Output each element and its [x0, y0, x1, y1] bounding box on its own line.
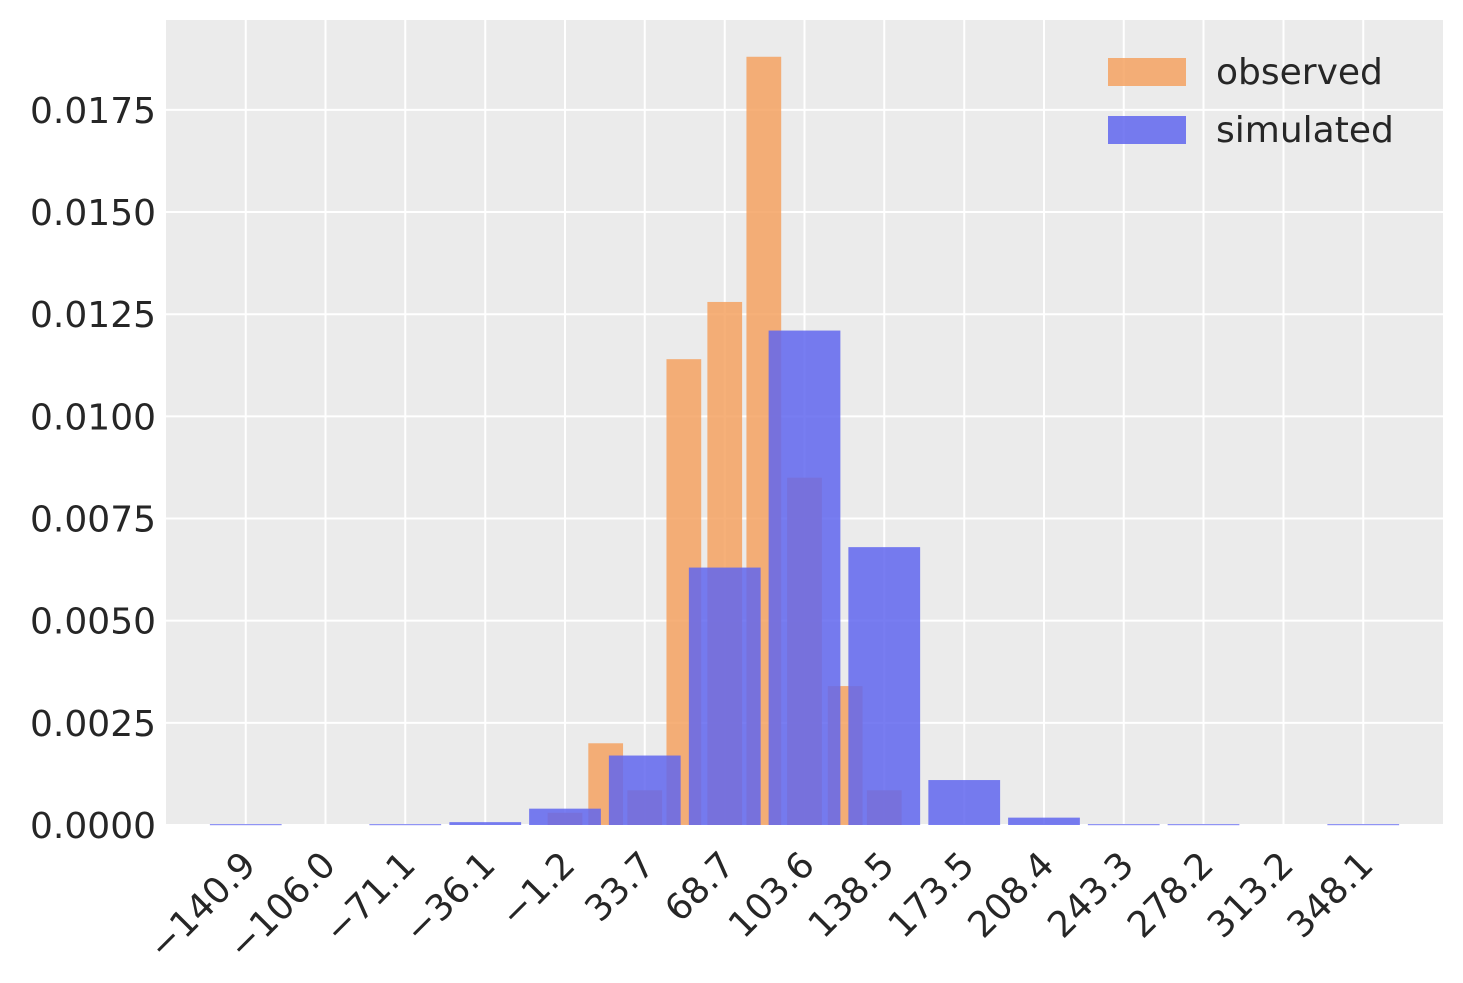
y-tick-label: 0.0100: [30, 397, 156, 438]
y-tick-label: 0.0150: [30, 193, 156, 234]
x-tick-label: 138.5: [801, 844, 903, 946]
y-tick-label: 0.0175: [30, 91, 156, 132]
simulated-bar: [529, 808, 601, 825]
legend-label-observed: observed: [1216, 52, 1383, 93]
x-tick-label: −36.1: [397, 844, 504, 951]
x-tick-label: 173.5: [881, 844, 983, 946]
x-tick-label: 243.3: [1040, 844, 1142, 946]
y-tick-label: 0.0075: [30, 500, 156, 541]
simulated-bar: [1167, 824, 1240, 826]
simulated-bar: [1327, 824, 1400, 826]
x-tick-label: 208.4: [960, 844, 1062, 946]
simulated-bar: [768, 330, 841, 825]
x-tick-label: 33.7: [577, 844, 663, 930]
simulated-bar: [688, 567, 761, 825]
simulated-bar: [1087, 824, 1160, 826]
legend-swatch-observed: [1108, 58, 1186, 86]
x-tick-label: 313.2: [1200, 844, 1302, 946]
simulated-bar: [449, 822, 522, 825]
simulated-bar: [1008, 817, 1080, 825]
x-tick-label: −1.2: [493, 844, 584, 935]
x-tick-label: 103.6: [721, 844, 823, 946]
x-tick-label: −71.1: [317, 844, 424, 951]
simulated-bars: [209, 330, 1400, 826]
legend: observed simulated: [1108, 52, 1394, 151]
simulated-bar: [209, 824, 282, 826]
simulated-bar: [608, 755, 681, 825]
x-tick-label: 278.2: [1120, 844, 1222, 946]
x-axis: −140.9−106.0−71.1−36.1−1.233.768.7103.61…: [141, 844, 1382, 967]
y-tick-label: 0.0025: [30, 704, 156, 745]
simulated-bar: [928, 780, 1001, 825]
simulated-bar: [369, 824, 442, 826]
legend-swatch-simulated: [1108, 116, 1186, 144]
y-tick-label: 0.0125: [30, 295, 156, 336]
y-tick-label: 0.0000: [30, 806, 156, 847]
simulated-bar: [848, 547, 921, 825]
y-tick-label: 0.0050: [30, 602, 156, 643]
x-tick-label: 348.1: [1280, 844, 1382, 946]
y-axis: 0.0000 0.0025 0.0050 0.0075 0.0100 0.0125 0.01…: [30, 91, 156, 847]
legend-label-simulated: simulated: [1216, 110, 1394, 151]
